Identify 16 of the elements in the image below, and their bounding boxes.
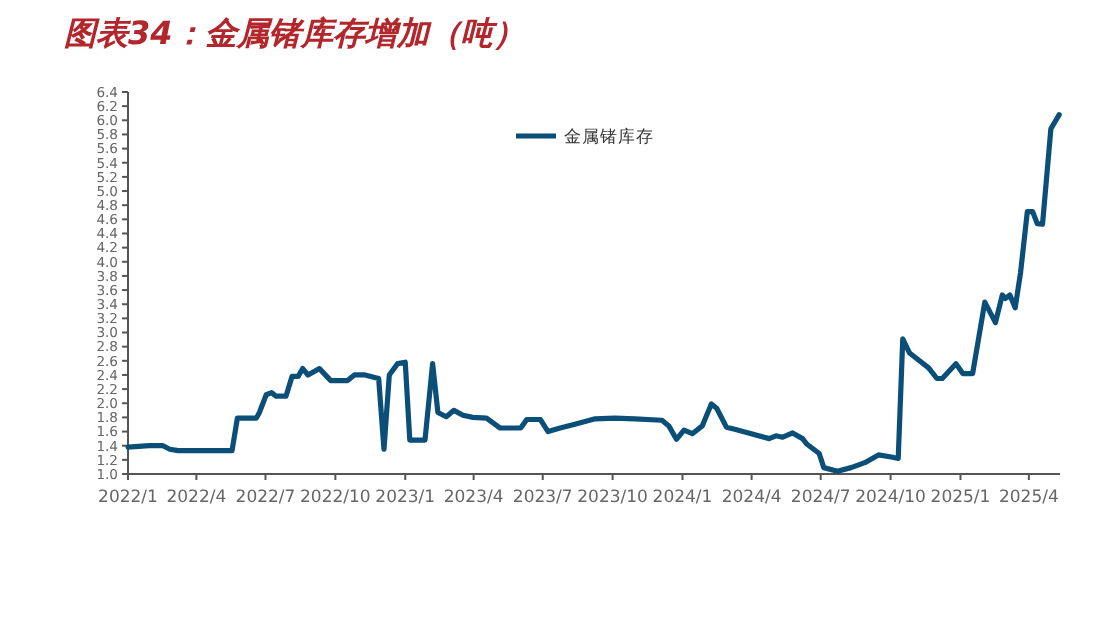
x-tick-label: 2024/7: [790, 488, 851, 508]
x-tick-label: 2022/1: [98, 488, 158, 508]
x-tick-label: 2025/4: [998, 488, 1059, 508]
x-tick-label: 2024/10: [855, 488, 926, 508]
legend-label: 金属锗库存: [564, 126, 654, 148]
x-tick-label: 2025/1: [930, 488, 991, 508]
x-tick-label: 2024/1: [652, 488, 713, 508]
x-tick-label: 2022/7: [235, 488, 296, 508]
x-tick-label: 2024/4: [721, 488, 782, 508]
x-tick-label: 2023/1: [375, 488, 436, 508]
chart-title: 图表34：金属锗库存增加（吨）: [64, 14, 525, 52]
x-tick-label: 2023/7: [512, 488, 573, 508]
x-tick-label: 2022/4: [166, 488, 227, 508]
x-tick-label: 2023/10: [577, 488, 648, 508]
x-tick-label: 2023/4: [443, 488, 504, 508]
x-tick-label: 2022/10: [300, 488, 371, 508]
